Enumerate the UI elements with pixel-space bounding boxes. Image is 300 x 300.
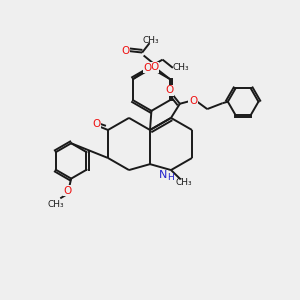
- Text: CH₃: CH₃: [48, 200, 64, 209]
- Text: CH₃: CH₃: [173, 63, 189, 72]
- Text: CH₃: CH₃: [143, 36, 159, 45]
- Text: O: O: [64, 186, 72, 196]
- Text: O: O: [165, 85, 174, 95]
- Text: H: H: [167, 173, 174, 182]
- Text: CH₃: CH₃: [176, 178, 193, 187]
- Text: O: O: [150, 62, 159, 72]
- Text: O: O: [121, 46, 130, 56]
- Text: N: N: [159, 170, 168, 180]
- Text: O: O: [189, 96, 197, 106]
- Text: O: O: [144, 63, 152, 73]
- Text: O: O: [93, 119, 101, 129]
